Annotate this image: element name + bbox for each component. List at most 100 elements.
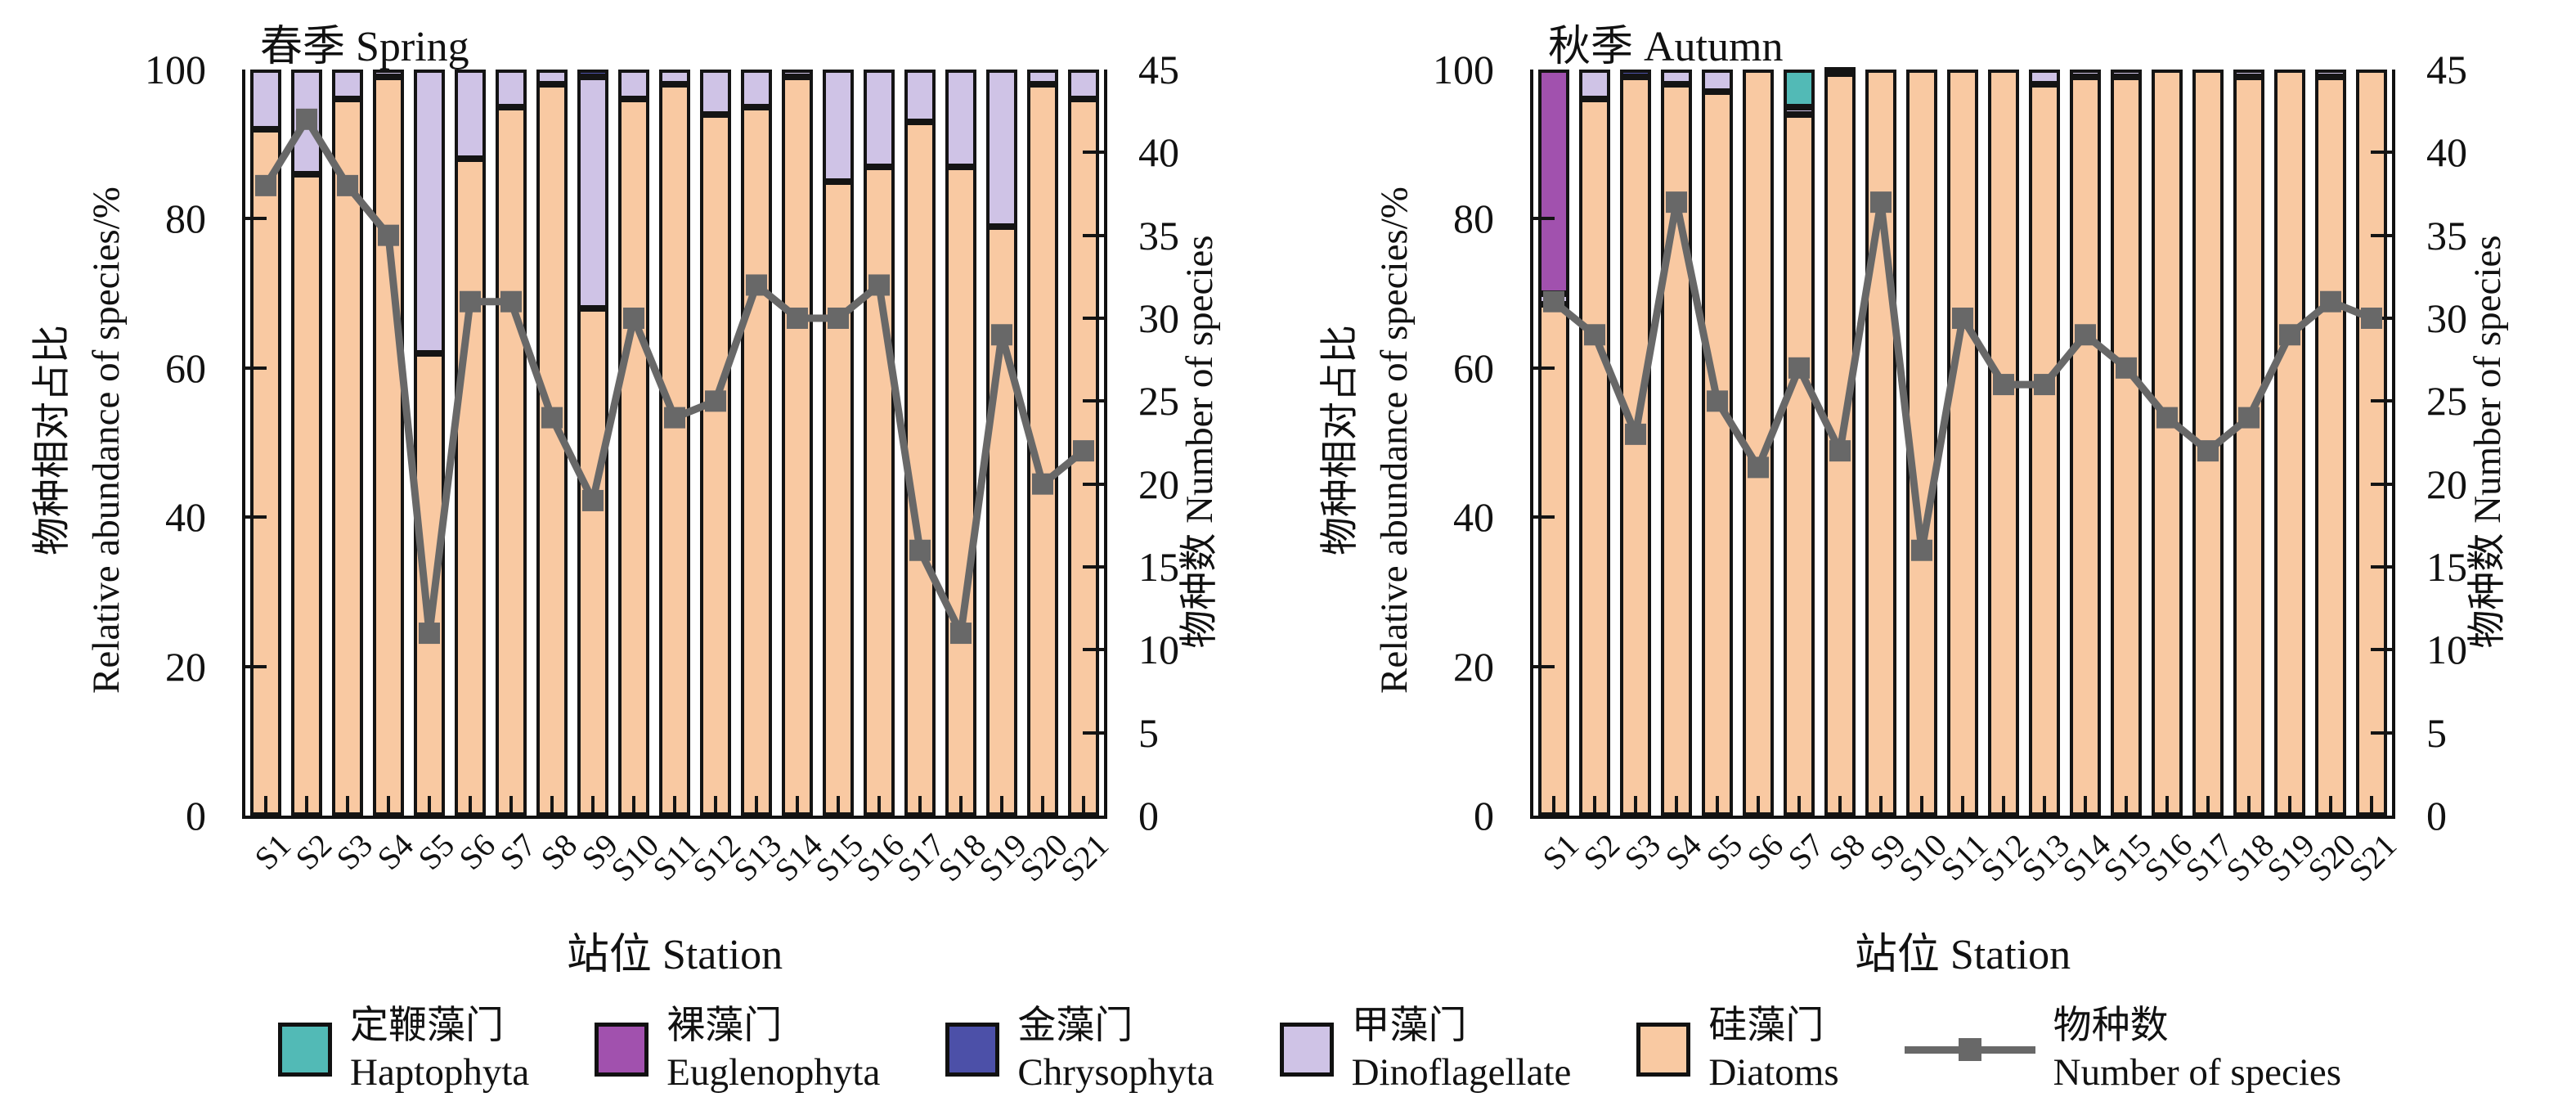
- species-count-marker: [828, 308, 849, 329]
- x-tick-mark: [2002, 796, 2005, 816]
- species-count-marker: [664, 407, 685, 429]
- y-left-tick-mark: [245, 664, 267, 668]
- bar-segment-dinoflagellate: [904, 70, 936, 122]
- species-count-marker: [2361, 308, 2382, 329]
- species-count-marker: [746, 274, 767, 296]
- bar-segment-diatoms: [291, 173, 322, 816]
- legend-label: 甲藻门 Dinoflagellate: [1352, 1003, 1572, 1097]
- legend-label: 物种数 Number of species: [2053, 1003, 2341, 1097]
- x-tick-mark: [2084, 796, 2087, 816]
- autumn-chart-panel: 秋季 Autumn 物种相对占比 Relative abundance of s…: [1288, 0, 2576, 1115]
- y-right-tick-mark: [1083, 399, 1104, 403]
- species-count-marker: [2075, 324, 2096, 346]
- y-left-tick-mark: [245, 366, 267, 370]
- bar-segment-dinoflagellate: [700, 70, 731, 115]
- x-tick-mark: [755, 796, 758, 816]
- bar-segment-diatoms: [1620, 77, 1651, 816]
- legend-label-en: Euglenophyta: [666, 1051, 881, 1095]
- species-count-marker: [1748, 456, 1769, 479]
- bar-segment-dinoflagellate: [741, 70, 772, 107]
- legend-swatch-haptophyta: [278, 1023, 332, 1077]
- species-count-marker: [1788, 357, 1810, 379]
- species-count-marker: [2034, 374, 2055, 396]
- species-count-marker: [705, 390, 726, 412]
- bar-segment-dinoflagellate: [373, 70, 404, 78]
- y-left-label-en: Relative abundance of species/%: [1372, 187, 1416, 694]
- bar-segment-dinoflagellate: [986, 70, 1017, 227]
- y-left-tick-label: 100: [1433, 47, 1494, 92]
- bar-segment-dinoflagellate: [1824, 66, 1856, 74]
- x-tick-mark: [1675, 796, 1678, 816]
- y-right-tick-label: 40: [2426, 129, 2467, 176]
- legend-label-en: Dinoflagellate: [1351, 1051, 1572, 1095]
- y-left-tick-label: 100: [145, 47, 206, 92]
- y-right-tick-label: 20: [1138, 461, 1179, 507]
- bar-segment-dinoflagellate: [414, 70, 445, 353]
- y-left-tick-label: 0: [1474, 793, 1494, 838]
- species-count-marker: [2197, 440, 2219, 462]
- species-count-marker: [1707, 390, 1728, 412]
- bar-segment-dinoflagellate: [945, 70, 976, 167]
- species-count-marker: [378, 224, 399, 246]
- x-tick-mark: [264, 796, 267, 816]
- y-right-tick-label: 25: [2426, 378, 2467, 425]
- bar-segment-diatoms: [700, 114, 731, 816]
- species-count-marker: [1870, 191, 1892, 214]
- species-count-marker: [1829, 440, 1851, 462]
- y-right-tick-label: 0: [2426, 793, 2447, 838]
- y-left-tick-label: 40: [1453, 494, 1494, 541]
- y-left-tick-mark: [1533, 366, 1555, 370]
- x-tick-mark: [1797, 796, 1801, 816]
- y-right-tick-mark: [2371, 648, 2392, 652]
- bar-segment-dinoflagellate: [864, 70, 895, 167]
- species-count-line: [255, 108, 1094, 645]
- legend-entry-number-of-species: 物种数 Number of species: [1904, 1003, 2341, 1097]
- x-tick-mark: [1082, 796, 1085, 816]
- x-tick-mark: [1920, 796, 1923, 816]
- bar-segment-diatoms: [2315, 77, 2346, 816]
- y-right-tick-label: 40: [1138, 129, 1179, 176]
- y-right-tick-label: 15: [1138, 544, 1179, 590]
- y-right-tick-label: 30: [2426, 295, 2467, 341]
- y-right-tick-label: 10: [1138, 627, 1179, 673]
- species-count-marker: [623, 308, 644, 329]
- x-tick-mark: [428, 796, 431, 816]
- bar-segment-diatoms: [455, 159, 486, 816]
- x-tick-mark: [387, 796, 390, 816]
- bar-segment-dinoflagellate: [1027, 70, 1058, 85]
- y-right-tick-mark: [1083, 233, 1104, 237]
- y-right-tick-label: 0: [1138, 793, 1159, 838]
- legend-entry-chrysophyta: 金藻门 Chrysophyta: [945, 1003, 1214, 1097]
- y-right-tick-mark: [2371, 565, 2392, 569]
- species-count-marker: [2116, 357, 2137, 379]
- spring-y-right-axis-label: 物种数 Number of species: [1178, 235, 1221, 649]
- bar-segment-diatoms: [1947, 70, 1978, 816]
- x-tick-mark: [2247, 796, 2251, 816]
- species-count-marker: [1952, 308, 1973, 329]
- y-right-tick-label: 20: [2426, 461, 2467, 507]
- bar-segment-dinoflagellate: [496, 70, 527, 107]
- species-count-marker: [582, 489, 604, 511]
- bar-segment-dinoflagellate: [1784, 106, 1815, 115]
- y-right-tick-mark: [1083, 731, 1104, 735]
- bar-segment-diatoms: [659, 84, 690, 816]
- species-count-marker: [296, 108, 317, 130]
- y-left-tick-label: 60: [1453, 344, 1494, 391]
- y-left-tick-label: 20: [165, 643, 206, 690]
- species-count-marker: [787, 308, 808, 329]
- y-left-tick-mark: [1533, 515, 1555, 519]
- species-count-marker: [2320, 290, 2341, 312]
- x-tick-mark: [877, 796, 881, 816]
- y-left-label-en: Relative abundance of species/%: [84, 187, 128, 694]
- bar-segment-diatoms: [2029, 84, 2060, 816]
- bar-segment-dinoflagellate: [659, 70, 690, 85]
- y-left-tick-label: 40: [165, 494, 206, 541]
- bar-segment-dinoflagellate: [332, 70, 363, 100]
- bar-segment-diatoms: [577, 308, 608, 816]
- legend-label-cn: 硅藻门: [1708, 1005, 1824, 1047]
- y-left-tick-mark: [1533, 664, 1555, 668]
- y-left-tick-mark: [1533, 217, 1555, 221]
- x-tick-mark: [837, 796, 840, 816]
- bar-segment-diatoms: [2356, 70, 2387, 816]
